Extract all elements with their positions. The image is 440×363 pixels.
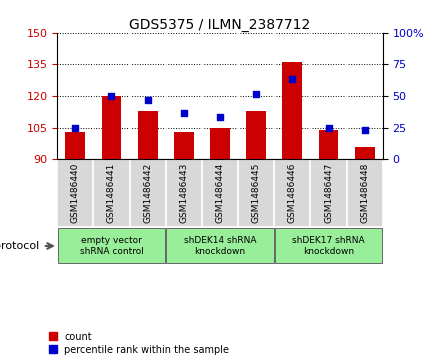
Bar <box>347 159 383 227</box>
Text: GSM1486447: GSM1486447 <box>324 163 333 223</box>
Legend: count, percentile rank within the sample: count, percentile rank within the sample <box>49 331 229 355</box>
FancyBboxPatch shape <box>275 228 382 264</box>
Text: shDEK14 shRNA
knockdown: shDEK14 shRNA knockdown <box>184 236 256 256</box>
Bar <box>93 159 129 227</box>
FancyBboxPatch shape <box>58 228 165 264</box>
Text: GSM1486440: GSM1486440 <box>71 163 80 223</box>
Bar <box>282 62 302 159</box>
Title: GDS5375 / ILMN_2387712: GDS5375 / ILMN_2387712 <box>129 18 311 32</box>
Point <box>216 114 224 120</box>
Bar <box>210 128 230 159</box>
Text: GSM1486443: GSM1486443 <box>180 163 188 223</box>
Point <box>180 110 187 116</box>
Bar <box>129 159 166 227</box>
Point <box>108 93 115 99</box>
Bar <box>238 159 274 227</box>
Text: shDEK17 shRNA
knockdown: shDEK17 shRNA knockdown <box>292 236 365 256</box>
Text: GSM1486441: GSM1486441 <box>107 163 116 223</box>
Bar <box>174 132 194 159</box>
Bar <box>102 96 121 159</box>
FancyBboxPatch shape <box>166 228 274 264</box>
Bar <box>66 132 85 159</box>
Point <box>253 91 260 97</box>
Point <box>144 97 151 103</box>
Point <box>325 125 332 131</box>
Bar <box>202 159 238 227</box>
Bar <box>274 159 311 227</box>
Text: GSM1486445: GSM1486445 <box>252 163 260 223</box>
Text: empty vector
shRNA control: empty vector shRNA control <box>80 236 143 256</box>
Bar <box>166 159 202 227</box>
Bar <box>138 111 158 159</box>
Bar <box>57 159 93 227</box>
Text: GSM1486442: GSM1486442 <box>143 163 152 223</box>
Point <box>361 127 368 133</box>
Bar <box>319 130 338 159</box>
Text: protocol: protocol <box>0 241 40 251</box>
Bar <box>311 159 347 227</box>
Bar <box>355 147 375 159</box>
Bar <box>246 111 266 159</box>
Text: GSM1486444: GSM1486444 <box>216 163 224 223</box>
Point <box>72 125 79 131</box>
Text: GSM1486448: GSM1486448 <box>360 163 369 223</box>
Point <box>289 76 296 82</box>
Text: GSM1486446: GSM1486446 <box>288 163 297 223</box>
